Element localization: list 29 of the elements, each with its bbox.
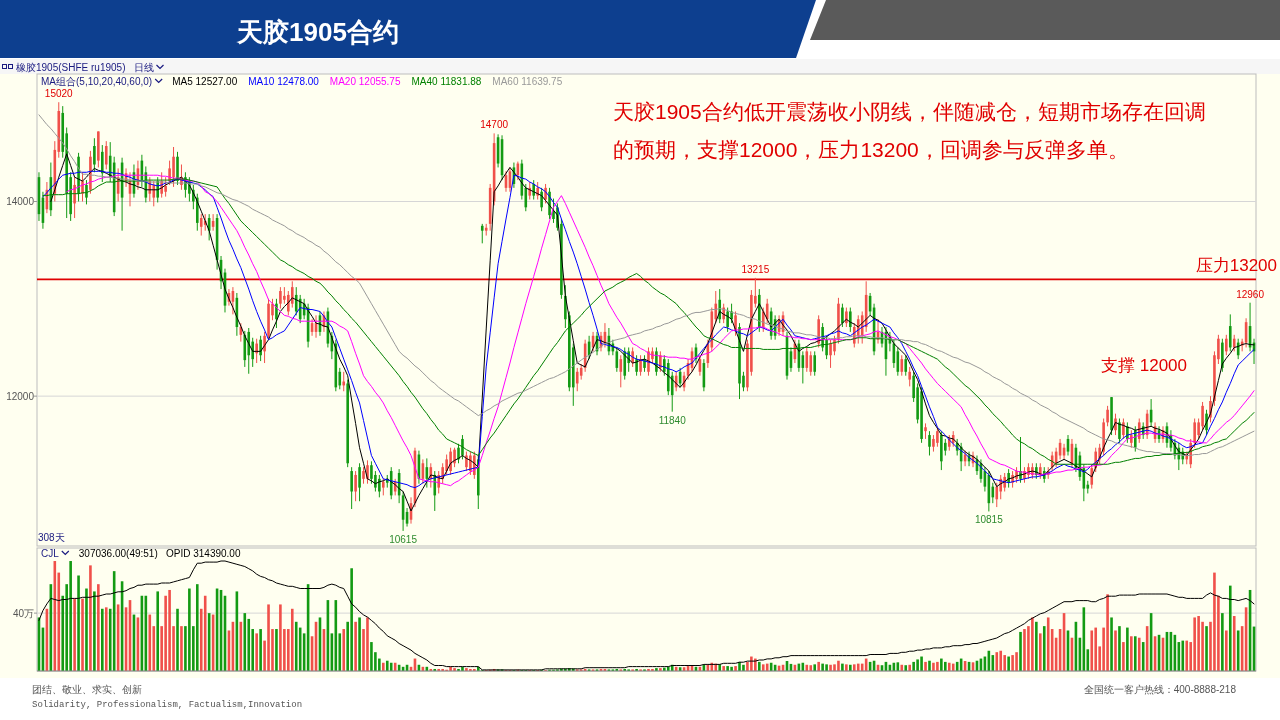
annotation: 15020 [44,88,74,100]
legend-title: MA组合(5,10,20,40,60,0) [41,76,153,87]
y-tick-label: 14000 [6,195,35,207]
annotation: 10615 [389,533,418,545]
text: MA40 11831.88 [411,76,482,87]
annotation: 天胶1905合约低开震荡收小阴线，伴随减仓，短期市场存在回调的预期，支撑12000，压力13200，回调参与反弹多单。 [613,99,1207,163]
annotation: 压力13200 [1195,256,1277,276]
annotation: 10815 [974,514,1004,526]
annotation: 307036.00(49:51) [78,548,158,559]
y-tick-label: 12000 [6,390,35,402]
text: MA5 12527.00 [172,76,238,87]
annotation: 13215 [741,263,770,275]
text: 团结、敬业、求实、创新 [32,684,142,695]
y-tick-label: 40万 [12,607,34,619]
text: 全国统一客户热线：400-8888-218 [1083,684,1237,695]
annotation: CJL [41,548,60,559]
annotation: 12960 [1236,288,1265,300]
text: 日线 [133,62,154,73]
annotation: OPID 314390.00 [166,548,241,559]
annotation: 支撑 12000 [1101,356,1187,375]
annotation: 11840 [658,414,687,426]
chart-subtitle: 橡胶1905(SHFE ru1905) [16,62,126,73]
text: MA20 12055.75 [329,76,401,87]
chart-title: 天胶1905合约 [236,17,399,47]
text: MA10 12478.00 [248,76,320,87]
annotation: 308天 [38,532,65,543]
annotation: 14700 [480,119,509,131]
text: MA60 11639.75 [492,76,563,87]
text: Solidarity, Professionalism, Factualism,Innovation [32,700,303,710]
